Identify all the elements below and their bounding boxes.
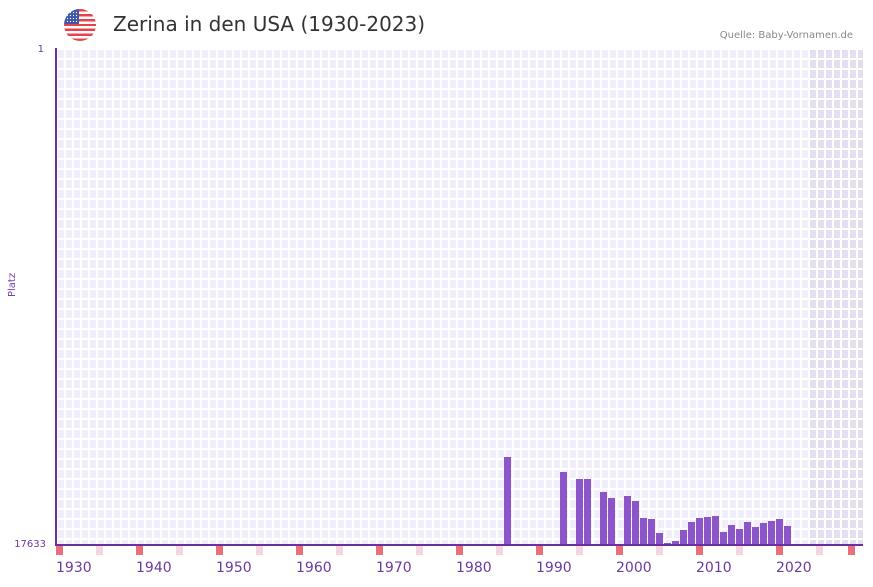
x-tick-1940: 1940: [136, 560, 172, 576]
decade-marker: [696, 546, 703, 555]
source-link[interactable]: Quelle: Baby-Vornamen.de: [719, 30, 853, 41]
plot-area: [56, 48, 863, 545]
x-axis-line: [55, 544, 863, 546]
bar-1986[interactable]: [504, 457, 511, 545]
bar-2005[interactable]: [656, 533, 663, 545]
bar-2011[interactable]: [704, 517, 711, 545]
decade-marker: [136, 546, 143, 555]
y-tick-top: 1: [37, 44, 44, 55]
half-decade-marker: [656, 546, 663, 555]
bar-2015[interactable]: [736, 529, 743, 545]
bar-2009[interactable]: [688, 522, 695, 545]
half-decade-marker: [176, 546, 183, 555]
half-decade-marker: [96, 546, 103, 555]
half-decade-marker: [816, 546, 823, 555]
half-decade-marker: [576, 546, 583, 555]
us-flag-icon: [64, 9, 96, 41]
x-tick-1990: 1990: [536, 560, 572, 576]
bar-2012[interactable]: [712, 516, 719, 545]
decade-marker: [56, 546, 63, 555]
bar-2010[interactable]: [696, 518, 703, 545]
bar-2008[interactable]: [680, 530, 687, 545]
decade-marker: [848, 546, 855, 555]
half-decade-marker: [496, 546, 503, 555]
bar-1996[interactable]: [584, 479, 591, 545]
bar-2016[interactable]: [744, 522, 751, 545]
bar-2003[interactable]: [640, 518, 647, 545]
bar-2014[interactable]: [728, 525, 735, 545]
bar-2018[interactable]: [760, 523, 767, 545]
x-tick-1950: 1950: [216, 560, 252, 576]
x-tick-2010: 2010: [696, 560, 732, 576]
decade-marker: [616, 546, 623, 555]
bar-1999[interactable]: [608, 498, 615, 545]
bar-2007[interactable]: [672, 541, 679, 545]
bar-1993[interactable]: [560, 472, 567, 545]
x-tick-1970: 1970: [376, 560, 412, 576]
bar-2004[interactable]: [648, 519, 655, 545]
bar-2021[interactable]: [784, 526, 791, 545]
decade-marker: [296, 546, 303, 555]
decade-marker: [456, 546, 463, 555]
y-axis-label: Platz: [7, 272, 18, 297]
x-tick-1930: 1930: [56, 560, 92, 576]
bar-1995[interactable]: [576, 479, 583, 545]
x-tick-2000: 2000: [616, 560, 652, 576]
decade-marker: [216, 546, 223, 555]
bar-2002[interactable]: [632, 501, 639, 545]
bar-2017[interactable]: [752, 527, 759, 545]
x-tick-1980: 1980: [456, 560, 492, 576]
bar-2020[interactable]: [776, 519, 783, 545]
bar-2019[interactable]: [768, 521, 775, 545]
decade-marker: [776, 546, 783, 555]
half-decade-marker: [336, 546, 343, 555]
decade-marker: [376, 546, 383, 555]
half-decade-marker: [736, 546, 743, 555]
y-tick-bottom: 17633: [14, 539, 46, 550]
bar-2013[interactable]: [720, 532, 727, 545]
decade-marker: [536, 546, 543, 555]
x-tick-2020: 2020: [776, 560, 812, 576]
bar-1998[interactable]: [600, 492, 607, 545]
chart-title: Zerina in den USA (1930-2023): [113, 12, 426, 36]
bar-2001[interactable]: [624, 496, 631, 545]
half-decade-marker: [256, 546, 263, 555]
half-decade-marker: [416, 546, 423, 555]
y-axis-line: [55, 48, 57, 545]
x-tick-1960: 1960: [296, 560, 332, 576]
